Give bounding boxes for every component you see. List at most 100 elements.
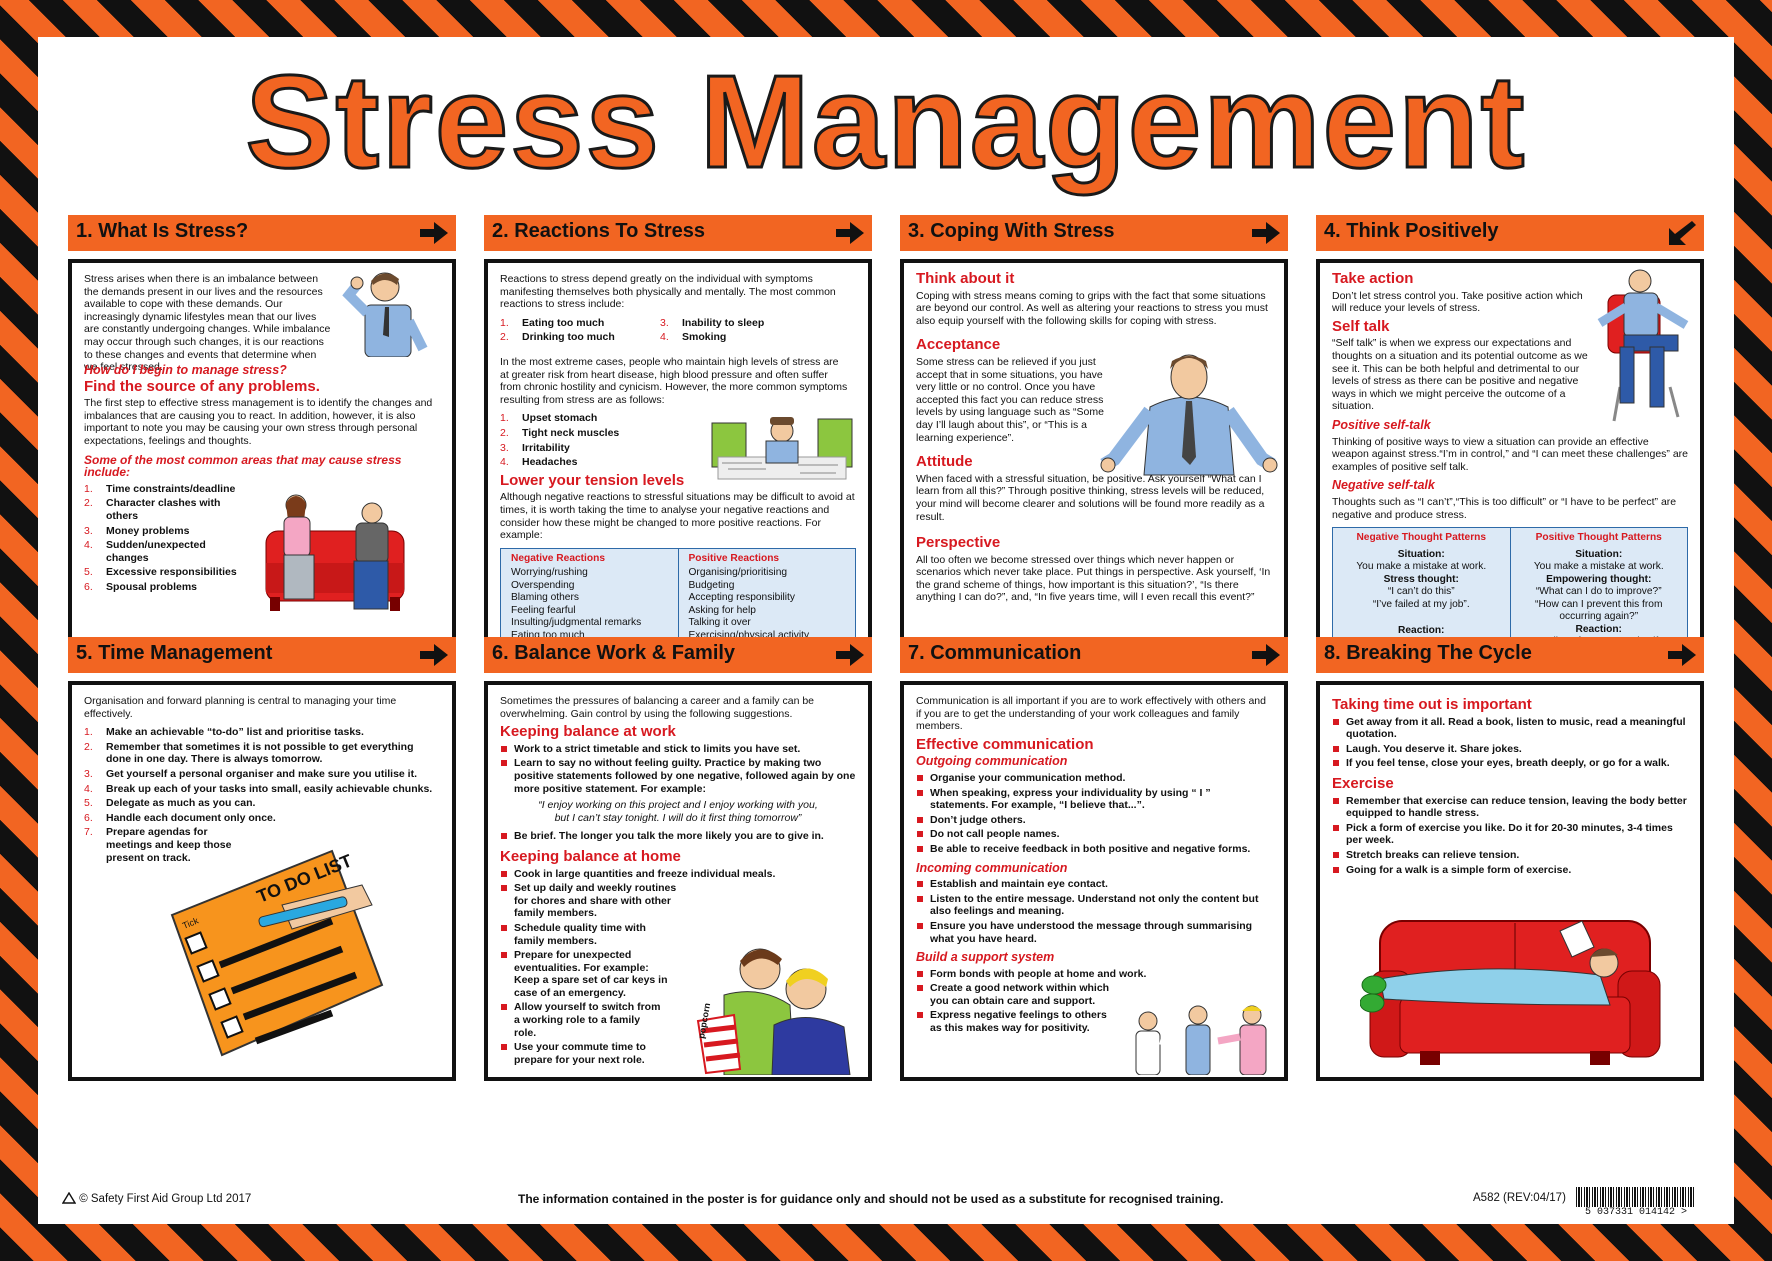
body-text: Some stress can be relieved if you just … [916, 355, 1104, 444]
arrow-right-icon [836, 222, 864, 244]
question-heading: How do I begin to manage stress? [84, 363, 287, 377]
panel-header: 2. Reactions To Stress [484, 215, 872, 251]
list-item: Going for a walk is a simple form of exe… [1332, 864, 1688, 877]
barcode-bars [1576, 1187, 1696, 1207]
list-item: Do not call people names. [916, 828, 1272, 841]
panel-body: Reactions to stress depend greatly on th… [484, 259, 872, 643]
panel-body: Take action Don’t let stress control you… [1316, 259, 1704, 643]
panel-header: 6. Balance Work & Family [484, 637, 872, 673]
relaxing-on-sofa-illustration [1360, 920, 1661, 1065]
arrow-right-icon [836, 644, 864, 666]
list-item: 6. Handle each document only once. [84, 811, 276, 824]
warning-triangle-icon [61, 1191, 77, 1204]
copyright-line: © Safety First Aid Group Ltd 2017 [61, 1191, 252, 1205]
areas-heading: Some of the most common areas that may c… [84, 452, 402, 480]
thought-patterns-table: Negative Thought Patterns Situation: You … [1332, 527, 1688, 639]
reactions-list-a: 1. Eating too much 2. Drinking too much [500, 317, 640, 346]
list-item: Listen to the entire message. Understand… [916, 893, 1272, 918]
time-out-list: Get away from it all. Read a book, liste… [1332, 716, 1688, 770]
arrow-right-icon [420, 222, 448, 244]
panel-header: 1. What Is Stress? [68, 215, 456, 251]
list-item: Ensure you have understood the message t… [916, 920, 1272, 945]
list-item: Cook in large quantities and freeze indi… [500, 868, 856, 881]
arrow-down-left-icon [1669, 221, 1696, 245]
list-item: Organise your communication method. [916, 772, 1272, 785]
subheading: Find the source of any problems. [84, 377, 320, 395]
panel-body: Sometimes the pressures of balancing a c… [484, 681, 872, 1081]
reactions-table: Negative Reactions Worrying/rushing Overs… [500, 547, 856, 641]
list-item: 1. Upset stomach [500, 412, 598, 425]
positive-reactions-column: Positive Reactions Organising/prioritisi… [677, 548, 856, 639]
body-text: Although negative reactions to stressful… [500, 491, 855, 542]
list-item: Be able to receive feedback in both posi… [916, 843, 1272, 856]
list-item: 5. Delegate as much as you can. [84, 797, 256, 810]
panel-header: 5. Time Management [68, 637, 456, 673]
work-tips-list: Work to a strict timetable and stick to … [500, 743, 856, 795]
body-text: Thoughts such as “I can’t”,“This is too … [1332, 495, 1677, 521]
list-item: Express negative feelings to others as t… [916, 1009, 1120, 1034]
list-item: Remember that exercise can reduce tensio… [1332, 795, 1688, 820]
body-text: The first step to effective stress manag… [84, 397, 433, 447]
panel-heading: 4. Think Positively [1324, 220, 1499, 242]
panel-heading: 5. Time Management [76, 642, 273, 664]
intro-text: Organisation and forward planning is cen… [84, 695, 397, 720]
panel-body: Communication is all important if you ar… [900, 681, 1288, 1081]
arrow-right-icon [1252, 644, 1280, 666]
list-item: 2. Tight neck muscles [500, 426, 620, 439]
colleagues-talking-illustration [1135, 1005, 1267, 1075]
list-item: 5. Excessive responsibilities [84, 566, 237, 579]
panel-heading: 1. What Is Stress? [76, 220, 249, 242]
subheading: Attitude [916, 453, 973, 471]
body-text: When faced with a stressful situation, b… [916, 472, 1265, 523]
list-item: 6. Spousal problems [84, 580, 198, 593]
poster-title: Stress Management [244, 47, 1527, 197]
panel-header: 8. Breaking The Cycle [1316, 637, 1704, 673]
list-item: If you feel tense, close your eyes, brea… [1332, 757, 1688, 770]
panel-heading: 2. Reactions To Stress [492, 220, 706, 242]
positive-thought-column: Positive Thought Patterns Situation: You … [1509, 528, 1688, 639]
shrugging-man-illustration [1100, 354, 1278, 476]
list-item: Learn to say no without feeling guilty. … [500, 757, 856, 795]
subheading: Take action [1332, 270, 1414, 287]
outgoing-list: Organise your communication method. When… [916, 772, 1272, 856]
negative-reactions-column: Negative Reactions Worrying/rushing Overs… [511, 552, 642, 641]
subheading: Positive self-talk [1332, 417, 1431, 432]
list-item: Work to a strict timetable and stick to … [500, 743, 856, 756]
body-text: In the most extreme cases, people who ma… [500, 355, 848, 406]
list-item: 3. Get yourself a personal organiser and … [84, 767, 418, 780]
panel-header: 4. Think Positively [1316, 215, 1704, 251]
subheading: Effective communication [916, 735, 1094, 753]
body-text: Coping with stress means coming to grips… [916, 289, 1268, 327]
arrow-right-icon [420, 644, 448, 666]
list-item: Pick a form of exercise you like. Do it … [1332, 822, 1688, 847]
panel-body: Taking time out is important Get away fr… [1316, 681, 1704, 1081]
negative-thought-column: Negative Thought Patterns Situation: You … [1356, 532, 1487, 639]
body-text: “Self talk” is when we express our expec… [1332, 337, 1588, 413]
panel-body: Organisation and forward planning is cen… [68, 681, 456, 1081]
subheading: Exercise [1332, 774, 1394, 792]
list-item: 1. Eating too much [500, 316, 605, 329]
list-item: 7. Prepare agendas for meetings and keep … [84, 826, 232, 864]
subheading: Outgoing communication [916, 754, 1068, 769]
list-item: 1. Make an achievable “to-do” list and pr… [84, 726, 364, 739]
list-item: Establish and maintain eye contact. [916, 878, 1272, 891]
list-item: Use your commute time to prepare for you… [500, 1041, 664, 1066]
product-code: A582 (REV:04/17) [1473, 1192, 1566, 1204]
subheading: Incoming communication [916, 860, 1068, 875]
reactions-list-b: 3. Inability to sleep 4. Smoking [660, 317, 800, 346]
arrow-right-icon [1668, 644, 1696, 666]
subheading: Build a support system [916, 950, 1055, 965]
body-text: All too often we become stressed over th… [916, 553, 1271, 604]
subheading: Lower your tension levels [500, 471, 685, 489]
list-item: 4. Sudden/unexpected changes [84, 539, 206, 564]
arrow-right-icon [1252, 222, 1280, 244]
copyright-text: © Safety First Aid Group Ltd 2017 [79, 1193, 252, 1205]
panel-header: 7. Communication [900, 637, 1288, 673]
incoming-list: Establish and maintain eye contact. List… [916, 878, 1272, 945]
subheading: Think about it [916, 270, 1015, 287]
list-item: Set up daily and weekly routines for cho… [500, 882, 684, 920]
friends-eating-popcorn-illustration: popcorn [696, 948, 851, 1075]
panel-heading: 8. Breaking The Cycle [1324, 642, 1532, 664]
list-item: Stretch breaks can relieve tension. [1332, 849, 1688, 862]
work-tips-list-2: Be brief. The longer you talk the more l… [500, 830, 856, 843]
